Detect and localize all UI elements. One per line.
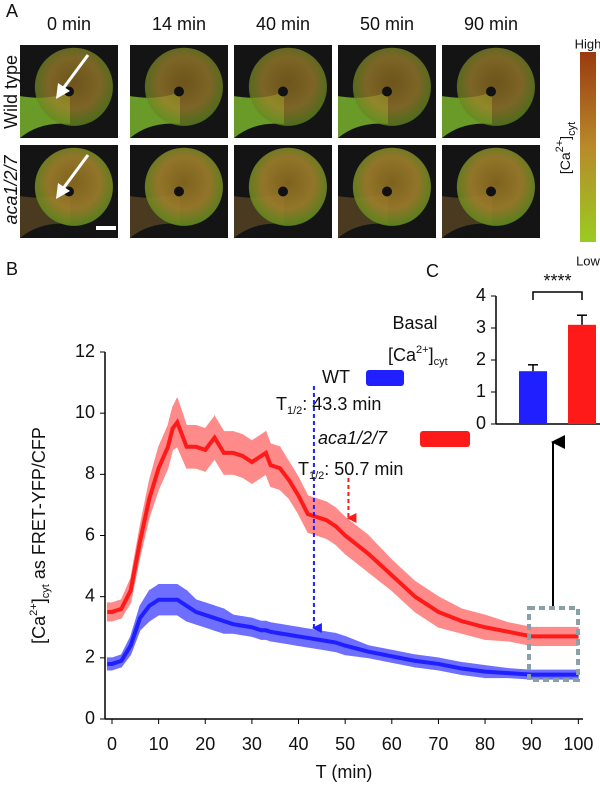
- x-tick-label: 50: [335, 734, 355, 754]
- text-part: : 43.3 min: [302, 394, 381, 414]
- colorbar-high: High: [575, 36, 600, 51]
- y-tick-label: 10: [75, 402, 95, 422]
- y-tick-label: 4: [85, 585, 95, 605]
- text-part: as FRET-YFP/CFP: [29, 427, 49, 584]
- text-part: ]: [429, 345, 434, 365]
- micrograph-leaf: [34, 147, 113, 226]
- legend-swatch: [366, 370, 404, 386]
- time-label: 40 min: [256, 14, 310, 34]
- panel-letter: A: [6, 1, 18, 21]
- mean-line: [107, 597, 579, 677]
- x-tick-label: 10: [149, 734, 169, 754]
- bar: [568, 324, 596, 424]
- annotation: T1/2: 43.3 min: [276, 394, 381, 417]
- micrograph-leaf: [248, 47, 327, 126]
- x-tick-label: 0: [107, 734, 117, 754]
- micrograph-center: [486, 186, 496, 197]
- text-part: cyt: [40, 584, 52, 598]
- y-tick-label: 2: [85, 647, 95, 667]
- text-part: [Ca: [29, 615, 49, 644]
- text-part: [Ca: [388, 345, 417, 365]
- micrograph-leaf: [34, 47, 113, 126]
- colorbar-label: [Ca2+]cyt: [554, 122, 578, 174]
- x-tick-label: 30: [242, 734, 262, 754]
- legend-label: aca1/2/7: [318, 428, 388, 448]
- inset-title: Basal: [392, 313, 437, 333]
- significance: ****: [543, 271, 571, 291]
- x-tick-label: 80: [475, 734, 495, 754]
- legend-swatch: [420, 431, 470, 447]
- legend-label: WT: [322, 367, 350, 387]
- colorbar-low: Low: [576, 253, 600, 268]
- y-tick-label: 2: [476, 349, 486, 369]
- text-part: 2+: [554, 140, 566, 153]
- arrow-head: [56, 83, 70, 99]
- micrograph-center: [174, 86, 184, 97]
- bar: [519, 371, 547, 424]
- text-part: 2+: [416, 344, 429, 356]
- micrograph-leaf: [456, 47, 535, 126]
- x-tick-label: 100: [563, 734, 593, 754]
- panel-letter: B: [6, 259, 18, 279]
- x-tick-label: 60: [382, 734, 402, 754]
- row-label: aca1/2/7: [1, 154, 21, 224]
- text-part: cyt: [566, 122, 578, 136]
- text-part: 2+: [28, 603, 40, 616]
- text-part: T: [298, 459, 309, 479]
- y-tick-label: 0: [476, 413, 486, 433]
- time-label: 0 min: [47, 14, 91, 34]
- text-part: ]: [557, 136, 573, 140]
- panel-letter: C: [426, 261, 439, 281]
- text-part: ]: [29, 598, 49, 603]
- x-tick-label: 40: [289, 734, 309, 754]
- text-part: : 50.7 min: [324, 459, 403, 479]
- text-part: [Ca: [557, 152, 573, 174]
- x-tick-label: 70: [428, 734, 448, 754]
- time-label: 50 min: [360, 14, 414, 34]
- colorbar: [580, 52, 596, 242]
- micrograph-leaf: [352, 47, 431, 126]
- y-tick-label: 12: [75, 341, 95, 361]
- micrograph-leaf: [144, 47, 223, 126]
- inset-subtitle: [Ca2+]cyt: [388, 344, 448, 368]
- row-label: Wild type: [1, 55, 21, 129]
- text-part: cyt: [434, 356, 448, 368]
- micrograph-leaf: [144, 147, 223, 226]
- micrograph-center: [278, 186, 288, 197]
- micrograph-center: [278, 86, 288, 97]
- x-tick-label: 20: [195, 734, 215, 754]
- arrow-head: [56, 183, 70, 199]
- scale-bar: [96, 226, 116, 230]
- highlight-box: [527, 606, 580, 682]
- x-tick-label: 90: [522, 734, 542, 754]
- y-tick-label: 6: [85, 524, 95, 544]
- micrograph-leaf: [456, 147, 535, 226]
- text-part: T: [276, 394, 287, 414]
- y-tick-label: 3: [476, 317, 486, 337]
- y-tick-label: 4: [476, 285, 486, 305]
- micrograph-leaf: [248, 147, 327, 226]
- text-part: 1/2: [309, 470, 324, 482]
- significance-bracket: [532, 291, 583, 300]
- arrow: [60, 154, 90, 191]
- y-tick-label: 0: [85, 708, 95, 728]
- time-label: 14 min: [152, 14, 206, 34]
- time-label: 90 min: [464, 14, 518, 34]
- mean-line: [107, 418, 579, 639]
- micrograph-center: [382, 86, 392, 97]
- micrograph-center: [382, 186, 392, 197]
- micrograph-center: [486, 86, 496, 97]
- x-axis-label: T (min): [316, 762, 373, 782]
- micrograph-center: [174, 186, 184, 197]
- y-axis-label: [Ca2+]cyt as FRET-YFP/CFP: [28, 427, 52, 644]
- arrow: [60, 54, 90, 91]
- y-tick-label: 1: [476, 381, 486, 401]
- y-tick-label: 8: [85, 463, 95, 483]
- annotation: T1/2: 50.7 min: [298, 459, 403, 482]
- micrograph-leaf: [352, 147, 431, 226]
- text-part: 1/2: [287, 405, 302, 417]
